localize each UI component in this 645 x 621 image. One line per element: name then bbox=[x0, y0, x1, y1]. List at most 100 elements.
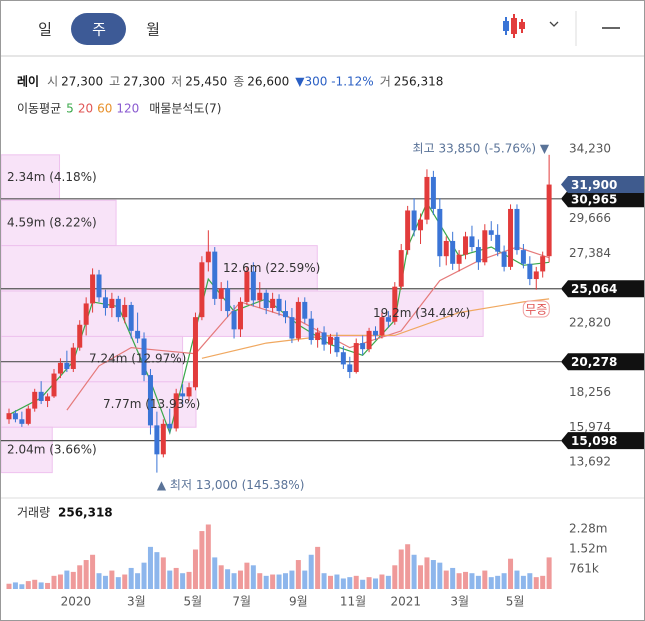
volume-bar bbox=[109, 570, 115, 589]
volume-value: 256,318 bbox=[58, 506, 113, 520]
candle-body bbox=[12, 413, 18, 420]
volume-bar bbox=[437, 562, 443, 589]
y-tick-label: 34,230 bbox=[569, 142, 611, 156]
volume-bar bbox=[475, 575, 481, 589]
candle-body bbox=[167, 423, 173, 429]
candle-body bbox=[450, 240, 456, 264]
volume-bar bbox=[192, 549, 198, 589]
candle-body bbox=[244, 271, 250, 302]
x-tick-label: 3월 bbox=[450, 595, 469, 609]
volume-bar bbox=[315, 546, 321, 589]
x-tick-label: 5월 bbox=[506, 595, 525, 609]
price-box-label: 30,965 bbox=[571, 192, 617, 206]
candle-body bbox=[546, 184, 552, 257]
volume-bar bbox=[102, 575, 108, 589]
volume-bar bbox=[167, 570, 173, 589]
candle-body bbox=[328, 336, 333, 345]
volume-tick-label: 1.52m bbox=[569, 541, 607, 555]
candle-body bbox=[38, 391, 44, 401]
volume-bar bbox=[520, 575, 526, 589]
y-tick-label: 18,256 bbox=[569, 385, 611, 399]
price-box-label: 15,098 bbox=[571, 434, 617, 448]
candle-body bbox=[64, 362, 70, 369]
candle-body bbox=[250, 271, 256, 301]
volume-bar bbox=[482, 570, 488, 589]
candle-body bbox=[430, 176, 436, 209]
volume-bar bbox=[180, 573, 186, 589]
volume-bar bbox=[64, 570, 70, 589]
candle-body bbox=[160, 423, 166, 455]
candle-body bbox=[257, 292, 263, 301]
volume-bar bbox=[12, 582, 18, 589]
volume-bar bbox=[398, 549, 404, 589]
stock-name: 레이 bbox=[17, 74, 39, 89]
volume-bar bbox=[83, 560, 89, 589]
candle-body bbox=[282, 311, 288, 318]
volume-bar bbox=[501, 573, 507, 589]
candle-body bbox=[45, 396, 51, 401]
volume-bar bbox=[51, 575, 57, 589]
candle-body bbox=[540, 256, 546, 272]
candle-body bbox=[514, 208, 520, 251]
volume-bar bbox=[308, 554, 314, 589]
candle-body bbox=[212, 251, 218, 299]
ma-legend-period: 20 bbox=[78, 102, 93, 116]
period-tab[interactable]: 일 bbox=[38, 21, 52, 39]
volume-bar bbox=[276, 574, 282, 589]
candle-body bbox=[520, 250, 526, 264]
price-box bbox=[561, 353, 644, 371]
price-box bbox=[561, 176, 644, 194]
candle-body bbox=[353, 343, 359, 373]
quote-value: 26,600 bbox=[247, 75, 289, 89]
candle-body bbox=[237, 301, 243, 330]
selected-tab-bg bbox=[71, 13, 126, 45]
candle-body bbox=[70, 347, 76, 369]
quote-value: 27,300 bbox=[123, 75, 165, 89]
candle-body bbox=[424, 176, 430, 220]
volume-profile-bar bbox=[1, 335, 184, 383]
volume-bar bbox=[289, 570, 295, 589]
candle-body bbox=[443, 240, 449, 257]
volume-bar bbox=[154, 552, 160, 589]
volume-bar bbox=[302, 570, 308, 589]
volume-profile-label: 4.59m (8.22%) bbox=[7, 215, 97, 229]
volume-bar bbox=[77, 565, 83, 589]
y-tick-label: 22,820 bbox=[569, 315, 611, 329]
candle-body bbox=[135, 330, 141, 339]
price-box bbox=[561, 432, 644, 450]
candle-body bbox=[218, 288, 224, 299]
dropdown-chevron[interactable] bbox=[549, 21, 559, 27]
candle-body bbox=[405, 210, 411, 251]
x-tick-label: 2020 bbox=[61, 595, 92, 609]
volume-bar bbox=[360, 579, 366, 589]
candle-body bbox=[385, 317, 391, 322]
volume-bar bbox=[257, 573, 263, 589]
volume-bar bbox=[160, 557, 166, 589]
y-tick-label: 13,692 bbox=[569, 455, 611, 469]
event-label: 무증 bbox=[525, 303, 547, 317]
candle-body bbox=[360, 343, 366, 350]
candle-body bbox=[392, 286, 398, 322]
candle-icon[interactable] bbox=[503, 14, 525, 38]
volume-bar bbox=[70, 571, 76, 589]
volume-bar bbox=[237, 570, 243, 589]
candle-body bbox=[366, 330, 372, 350]
period-tab[interactable]: 월 bbox=[146, 21, 160, 39]
candle-body bbox=[295, 301, 301, 339]
candle-body bbox=[527, 263, 533, 280]
profile-legend-label: 매물분석도(7) bbox=[149, 102, 221, 116]
candle-body bbox=[469, 236, 475, 248]
candle-body bbox=[128, 304, 134, 331]
volume-bar bbox=[96, 573, 102, 589]
volume-bar bbox=[263, 575, 269, 589]
candle-body bbox=[463, 236, 469, 255]
moving-average-line bbox=[201, 298, 550, 359]
volume-profile-label: 19.2m (34.44%) bbox=[373, 306, 470, 320]
volume-bar bbox=[225, 569, 231, 589]
y-tick-label: 15,974 bbox=[569, 420, 611, 434]
volume-bar bbox=[186, 571, 192, 589]
volume-profile-bar bbox=[1, 426, 53, 474]
period-tab[interactable]: 주 bbox=[92, 21, 106, 39]
volume-profile-label: 2.04m (3.66%) bbox=[7, 442, 97, 456]
candle-body bbox=[501, 251, 507, 267]
